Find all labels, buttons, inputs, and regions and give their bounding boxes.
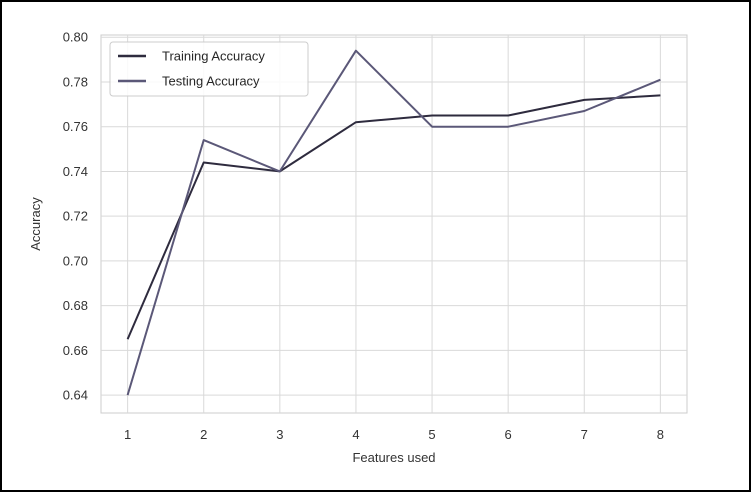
y-tick-label: 0.68 bbox=[63, 298, 88, 313]
y-tick-labels: 0.64 0.66 0.68 0.70 0.72 0.74 0.76 0.78 0.80 bbox=[63, 30, 88, 403]
x-tick-label: 4 bbox=[352, 427, 359, 442]
y-tick-label: 0.64 bbox=[63, 388, 88, 403]
x-tick-label: 3 bbox=[276, 427, 283, 442]
training-accuracy-line bbox=[126, 94, 661, 340]
y-tick-label: 0.74 bbox=[63, 164, 88, 179]
y-tick-label: 0.80 bbox=[63, 30, 88, 45]
x-tick-label: 1 bbox=[124, 427, 131, 442]
testing-accuracy-line bbox=[126, 49, 661, 396]
legend: Training Accuracy Testing Accuracy bbox=[109, 41, 309, 97]
grid-lines bbox=[101, 35, 687, 413]
x-tick-labels: 1 2 3 4 5 6 7 8 bbox=[124, 427, 664, 442]
legend-label-training: Training Accuracy bbox=[162, 49, 265, 64]
y-tick-label: 0.76 bbox=[63, 119, 88, 134]
x-tick-label: 5 bbox=[428, 427, 435, 442]
y-tick-label: 0.78 bbox=[63, 74, 88, 89]
series-lines bbox=[126, 49, 661, 396]
x-axis-label: Features used bbox=[352, 450, 435, 465]
y-axis-label: Accuracy bbox=[28, 197, 43, 251]
x-tick-label: 7 bbox=[581, 427, 588, 442]
x-tick-label: 6 bbox=[505, 427, 512, 442]
legend-label-testing: Testing Accuracy bbox=[162, 74, 260, 89]
x-tick-label: 8 bbox=[657, 427, 664, 442]
y-tick-label: 0.70 bbox=[63, 253, 88, 268]
x-tick-label: 2 bbox=[200, 427, 207, 442]
y-tick-label: 0.72 bbox=[63, 209, 88, 224]
y-tick-label: 0.66 bbox=[63, 343, 88, 358]
legend-box bbox=[109, 41, 309, 97]
